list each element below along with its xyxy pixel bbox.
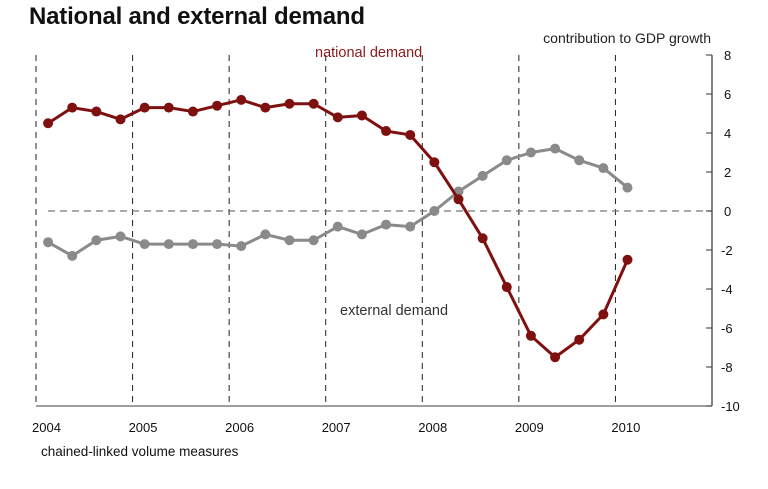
data-point bbox=[550, 352, 561, 363]
data-point bbox=[260, 102, 271, 113]
data-point bbox=[187, 106, 198, 117]
data-point bbox=[356, 229, 367, 240]
data-point bbox=[477, 233, 488, 244]
data-point bbox=[115, 231, 126, 242]
series-line bbox=[47, 147, 629, 258]
data-point bbox=[187, 239, 198, 250]
data-point bbox=[598, 163, 609, 174]
labels: 2004 2005 2006 2007 2008 2009 2010 8 6 4 2 0 -2 -4 -6 -… bbox=[32, 30, 740, 435]
data-point bbox=[574, 155, 585, 166]
data-point bbox=[429, 157, 440, 168]
data-point bbox=[574, 334, 585, 345]
data-point bbox=[550, 143, 561, 154]
y-tick-label: -8 bbox=[721, 360, 733, 375]
y-tick-label: 8 bbox=[724, 48, 731, 63]
y-tick-label: -4 bbox=[721, 282, 733, 297]
x-tick-label: 2004 bbox=[32, 420, 61, 435]
data-point bbox=[284, 235, 295, 246]
x-tick-label: 2007 bbox=[322, 420, 351, 435]
data-point bbox=[501, 282, 512, 293]
data-point bbox=[212, 239, 223, 250]
data-point bbox=[405, 221, 416, 232]
data-point bbox=[525, 147, 536, 158]
data-point bbox=[91, 235, 102, 246]
data-point bbox=[43, 118, 54, 129]
data-point bbox=[332, 221, 343, 232]
data-point bbox=[453, 194, 464, 205]
data-point bbox=[67, 250, 78, 261]
data-point bbox=[139, 102, 150, 113]
data-point bbox=[91, 106, 102, 117]
series-external-demand bbox=[43, 143, 633, 261]
x-tick-label: 2006 bbox=[225, 420, 254, 435]
footnote: chained-linked volume measures bbox=[41, 444, 239, 459]
y-tick-label: -10 bbox=[721, 399, 740, 414]
x-tick-label: 2005 bbox=[129, 420, 158, 435]
data-point bbox=[284, 98, 295, 109]
y-tick-label: 6 bbox=[724, 87, 731, 102]
data-point bbox=[163, 239, 174, 250]
y-tick-label: 4 bbox=[724, 126, 731, 141]
x-tick-label: 2010 bbox=[611, 420, 640, 435]
data-point bbox=[115, 114, 126, 125]
series-group bbox=[43, 94, 633, 363]
x-tick-label: 2008 bbox=[418, 420, 447, 435]
data-point bbox=[381, 126, 392, 137]
data-point bbox=[501, 155, 512, 166]
y-tick-label: -2 bbox=[721, 243, 733, 258]
data-point bbox=[405, 129, 416, 140]
data-point bbox=[212, 100, 223, 111]
data-point bbox=[308, 98, 319, 109]
y-tick-label: -6 bbox=[721, 321, 733, 336]
data-point bbox=[236, 94, 247, 105]
data-point bbox=[139, 239, 150, 250]
data-point bbox=[477, 170, 488, 181]
national-demand-label: national demand bbox=[315, 45, 422, 61]
data-point bbox=[260, 229, 271, 240]
data-point bbox=[381, 219, 392, 230]
data-point bbox=[356, 110, 367, 121]
data-point bbox=[236, 241, 247, 252]
data-point bbox=[67, 102, 78, 113]
chart-title: National and external demand bbox=[29, 3, 365, 30]
data-point bbox=[332, 112, 343, 123]
data-point bbox=[308, 235, 319, 246]
data-point bbox=[163, 102, 174, 113]
x-tick-label: 2009 bbox=[515, 420, 544, 435]
data-point bbox=[429, 206, 440, 216]
axes bbox=[36, 54, 713, 407]
data-point bbox=[622, 254, 633, 265]
y-tick-label: 0 bbox=[724, 204, 731, 219]
external-demand-label: external demand bbox=[340, 303, 448, 319]
y-axis-title: contribution to GDP growth bbox=[543, 30, 711, 46]
data-point bbox=[598, 309, 609, 320]
data-point bbox=[43, 237, 54, 248]
series-national-demand bbox=[43, 94, 633, 363]
data-point bbox=[622, 182, 633, 193]
y-tick-label: 2 bbox=[724, 165, 731, 180]
data-point bbox=[525, 330, 536, 341]
